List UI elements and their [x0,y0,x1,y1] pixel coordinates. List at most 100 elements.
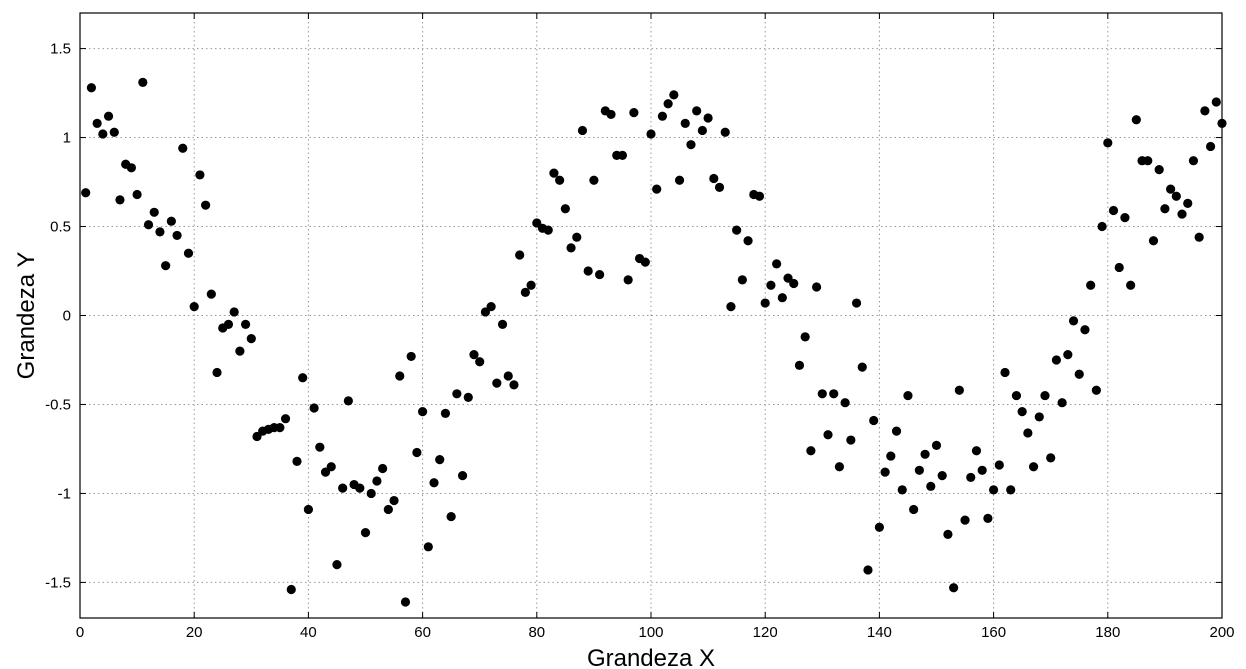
data-point [931,440,942,450]
x-tick-label: 20 [186,624,203,641]
data-point [515,250,525,260]
data-point [966,472,976,483]
data-point [555,175,565,185]
data-point [663,99,673,109]
data-point [138,77,148,87]
data-point [475,357,485,367]
data-point [372,476,382,486]
data-point [286,584,296,595]
data-point [246,334,256,344]
data-point [463,392,473,402]
data-point [572,232,582,242]
data-point [800,332,810,342]
data-point [657,111,668,121]
data-point [1166,184,1176,194]
data-point [720,127,730,137]
data-point [280,414,291,424]
data-point [103,111,114,121]
data-point [577,125,588,136]
data-point [383,504,393,515]
data-point [406,351,416,362]
data-point [1108,205,1119,216]
data-point [1086,280,1096,290]
data-point [292,456,302,467]
data-point [429,478,439,488]
data-point [435,455,445,465]
data-point [189,302,199,312]
data-point [446,511,456,522]
data-point [989,485,999,495]
data-point [1160,204,1170,214]
x-tick-label: 40 [300,624,317,641]
data-point [1126,280,1136,290]
data-point [851,298,862,308]
data-point [1120,213,1130,223]
data-point [549,168,559,178]
data-point [212,367,222,378]
data-point [338,483,348,493]
data-point [360,527,371,538]
data-point [674,175,685,185]
data-point [949,583,959,593]
data-point [389,495,399,506]
axis-ticks [79,13,1223,618]
data-point [155,227,165,237]
data-point [1006,485,1016,495]
data-point [971,446,982,456]
data-point [183,248,194,258]
y-tick-label: 1.5 [50,41,71,58]
x-tick-label: 140 [867,624,892,641]
data-point [703,113,713,123]
data-point [1183,198,1193,208]
data-point [811,282,822,292]
data-point [201,200,211,210]
data-point [149,207,159,217]
data-point [526,280,536,290]
data-point [1114,262,1124,273]
data-point [166,216,176,226]
data-point [1000,367,1010,378]
data-point [326,462,336,472]
data-point [298,373,308,383]
data-point [777,293,787,303]
data-point [909,504,919,515]
data-point [880,467,890,477]
x-tick-label: 160 [981,624,1006,641]
x-tick-labels: 0 20 40 60 80 100 120 140 160 180 200 [76,624,1235,641]
data-point [509,380,519,390]
data-point [583,266,593,276]
data-point [789,278,799,289]
x-tick-label: 180 [1095,624,1120,641]
data-point [646,129,656,139]
data-point [817,389,827,399]
data-point [840,398,850,408]
data-point [983,513,993,523]
data-point [1205,141,1216,152]
data-point [1023,428,1033,438]
data-point [1188,156,1199,166]
data-point [457,471,468,481]
data-point [332,560,342,570]
data-point [709,173,719,184]
data-point [1148,236,1159,246]
data-point [423,542,433,552]
data-point [1034,412,1044,422]
data-point [1211,97,1221,107]
data-point [954,385,964,395]
data-point [669,90,679,100]
data-point [869,415,879,426]
data-point [623,275,633,285]
x-tick-label: 120 [753,624,778,641]
data-point [595,269,605,280]
data-points [81,77,1227,607]
data-point [629,108,639,118]
data-point [766,280,776,290]
data-point [903,390,913,401]
data-point [309,403,319,413]
x-tick-label: 80 [528,624,545,641]
data-point [920,449,930,459]
data-point [1051,355,1062,365]
data-point [1063,350,1073,360]
data-point [926,481,936,491]
